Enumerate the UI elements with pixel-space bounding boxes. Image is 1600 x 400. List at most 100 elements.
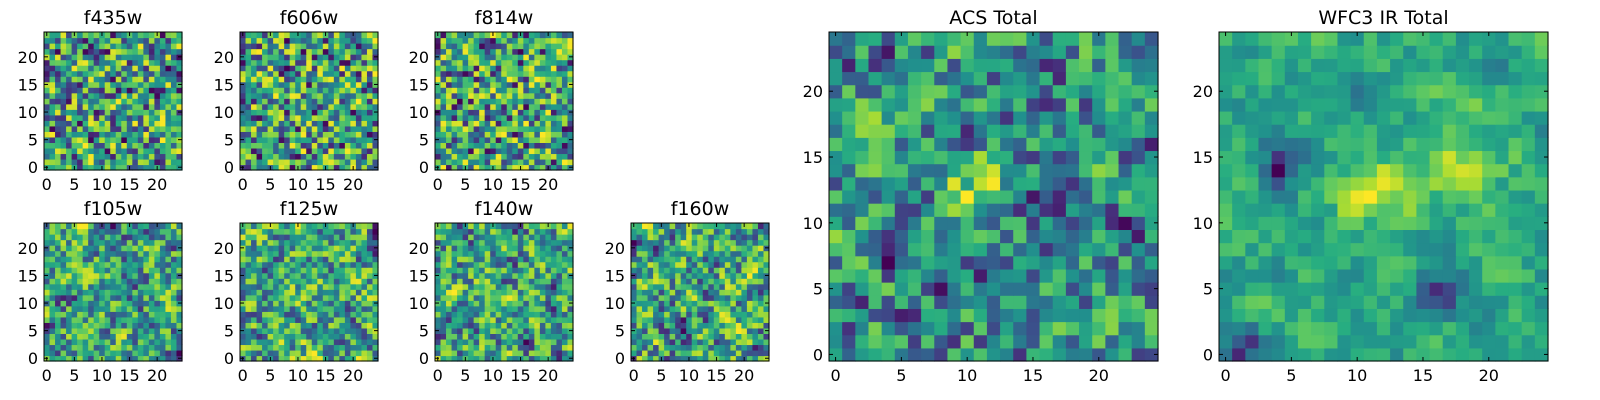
heatmap-cell: [757, 294, 765, 301]
heatmap-cell: [154, 289, 161, 296]
heatmap-cell: [339, 120, 346, 127]
heatmap-cell: [446, 344, 453, 351]
heatmap-cell: [512, 250, 519, 257]
heatmap-cell: [245, 136, 252, 143]
heatmap-cell: [49, 43, 56, 50]
heatmap-cell: [462, 153, 469, 160]
heatmap-cell: [462, 333, 469, 340]
heatmap-cell: [245, 250, 252, 257]
heatmap-cell: [636, 322, 643, 329]
heatmap-cell: [539, 147, 546, 155]
heatmap-cell: [273, 70, 280, 77]
heatmap-cell: [251, 120, 258, 127]
heatmap-cell: [506, 283, 513, 290]
heatmap-cell: [273, 109, 280, 116]
heatmap-cell: [322, 158, 329, 166]
heatmap-cell: [724, 316, 731, 323]
heatmap-cell: [855, 189, 870, 204]
heatmap-cell: [355, 316, 363, 323]
heatmap-cell: [132, 37, 139, 44]
heatmap-cell: [523, 164, 530, 171]
heatmap-cell: [501, 327, 508, 334]
heatmap-cell: [894, 334, 909, 349]
heatmap-cell: [702, 355, 709, 362]
heatmap-cell: [473, 267, 480, 274]
heatmap-cell: [273, 322, 280, 329]
heatmap-cell: [251, 114, 258, 121]
heatmap-cell: [960, 216, 975, 230]
heatmap-cell: [539, 278, 546, 285]
heatmap-cell: [484, 32, 491, 39]
panel-title: f105w: [84, 198, 143, 220]
heatmap-cell: [462, 228, 469, 235]
heatmap-cell: [88, 65, 95, 72]
heatmap-cell: [523, 142, 530, 149]
heatmap-cell: [746, 322, 754, 329]
heatmap-cell: [344, 311, 351, 318]
heatmap-cell: [561, 147, 569, 155]
heatmap-cell: [350, 300, 357, 307]
heatmap-cell: [361, 311, 368, 318]
heatmap-cell: [328, 65, 335, 72]
heatmap-cell: [1118, 229, 1133, 244]
heatmap-cell: [561, 338, 569, 346]
heatmap-cell: [99, 283, 106, 290]
heatmap-cell: [289, 114, 296, 121]
heatmap-cell: [110, 283, 117, 290]
heatmap-cell: [490, 272, 497, 279]
heatmap-cell: [1131, 282, 1146, 296]
heatmap-cell: [104, 283, 111, 290]
heatmap-cell: [534, 43, 541, 50]
heatmap-cell: [1118, 268, 1133, 283]
heatmap-cell: [148, 76, 155, 83]
heatmap-cell: [115, 278, 122, 285]
heatmap-cell: [71, 92, 78, 99]
heatmap-cell: [484, 316, 491, 323]
heatmap-cell: [752, 228, 759, 235]
heatmap-cell: [642, 261, 649, 268]
heatmap-cell: [344, 120, 351, 127]
heatmap-cell: [267, 98, 274, 105]
heatmap-cell: [1131, 163, 1146, 178]
heatmap-cell: [686, 300, 693, 307]
heatmap-cell: [539, 349, 546, 357]
heatmap-cell: [907, 229, 922, 244]
heatmap-cell: [539, 81, 546, 88]
heatmap-cell: [176, 92, 183, 99]
heatmap-cell: [730, 239, 737, 246]
heatmap-cell: [523, 305, 530, 312]
heatmap-cell: [440, 289, 447, 296]
heatmap-cell: [528, 322, 535, 329]
heatmap-cell: [567, 125, 574, 132]
heatmap-cell: [457, 48, 464, 55]
heatmap-cell: [159, 164, 167, 171]
y-tick-label: 15: [214, 75, 234, 94]
heatmap-cell: [93, 278, 100, 285]
heatmap-cell: [284, 131, 291, 138]
heatmap-cell: [170, 300, 178, 307]
heatmap-cell: [451, 239, 458, 246]
heatmap-cell: [1039, 347, 1054, 362]
heatmap-cell: [556, 305, 563, 312]
heatmap-cell: [93, 327, 100, 334]
heatmap-cell: [658, 278, 665, 285]
heatmap-cell: [686, 250, 693, 257]
heatmap-cell: [289, 109, 296, 116]
y-tick-label: 0: [224, 349, 234, 368]
heatmap-cell: [366, 267, 374, 274]
heatmap-cell: [539, 120, 546, 127]
heatmap-cell: [251, 256, 258, 263]
heatmap-cell: [490, 37, 497, 44]
heatmap-cell: [165, 147, 172, 155]
heatmap-cell: [44, 294, 51, 301]
heatmap-cell: [479, 245, 486, 252]
heatmap-cell: [311, 65, 318, 72]
heatmap-cell: [1131, 189, 1146, 204]
heatmap-cell: [328, 228, 335, 235]
heatmap-cell: [446, 81, 453, 88]
heatmap-cell: [512, 103, 519, 110]
heatmap-cell: [484, 109, 491, 116]
heatmap-cell: [528, 344, 535, 351]
heatmap-cell: [93, 305, 100, 312]
heatmap-cell: [1131, 321, 1146, 336]
